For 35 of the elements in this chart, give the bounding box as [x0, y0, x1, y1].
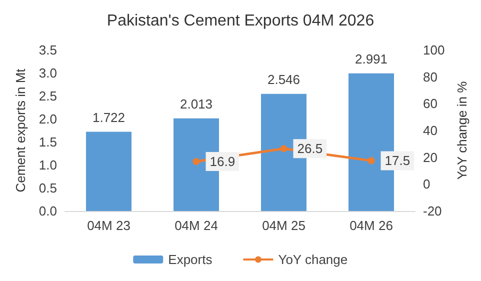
y-tick-label: 3.5 [38, 42, 57, 58]
y2-tick-label: 40 [423, 123, 438, 138]
x-tick-label: 04M 23 [87, 218, 130, 233]
point [192, 158, 200, 165]
data-label: 16.9 [210, 154, 236, 169]
y2-tick-label: 0 [423, 176, 430, 192]
point [280, 145, 288, 152]
legend-label: Exports [168, 252, 213, 267]
x-tick-label: 04M 24 [174, 218, 218, 233]
data-label: 1.722 [92, 110, 126, 125]
chart-title: Pakistan's Cement Exports 04M 2026 [106, 12, 374, 30]
data-label: 26.5 [297, 141, 323, 156]
y2-tick-label: 20 [423, 150, 438, 165]
y-tick-label: 2.0 [38, 112, 57, 126]
y2-tick-label: 60 [423, 96, 438, 112]
y-axis-title: Cement exports in Mt [13, 68, 28, 192]
y-tick-label: 1.0 [38, 158, 57, 172]
data-label: 2.991 [354, 51, 388, 66]
data-label: 2.546 [267, 72, 300, 87]
data-label: 2.013 [180, 96, 213, 112]
data-label: 17.5 [384, 153, 410, 168]
point [368, 157, 375, 164]
x-tick-label: 04M 25 [262, 218, 306, 233]
y-tick-label: 3.0 [38, 66, 57, 80]
bar [86, 132, 132, 211]
y-tick-label: 1.5 [38, 134, 57, 150]
y2-tick-label: -20 [423, 204, 442, 218]
y2-tick-label: 80 [423, 69, 438, 84]
y2-axis-title: YoY change in % [454, 80, 470, 180]
x-tick-label: 04M 26 [350, 218, 393, 233]
y2-tick-label: 100 [423, 42, 445, 58]
legend-label: YoY change [278, 252, 348, 267]
y-tick-label: 2.5 [38, 88, 57, 104]
y-tick-label: 0.5 [38, 180, 57, 196]
y-tick-label: 0.0 [38, 204, 57, 218]
